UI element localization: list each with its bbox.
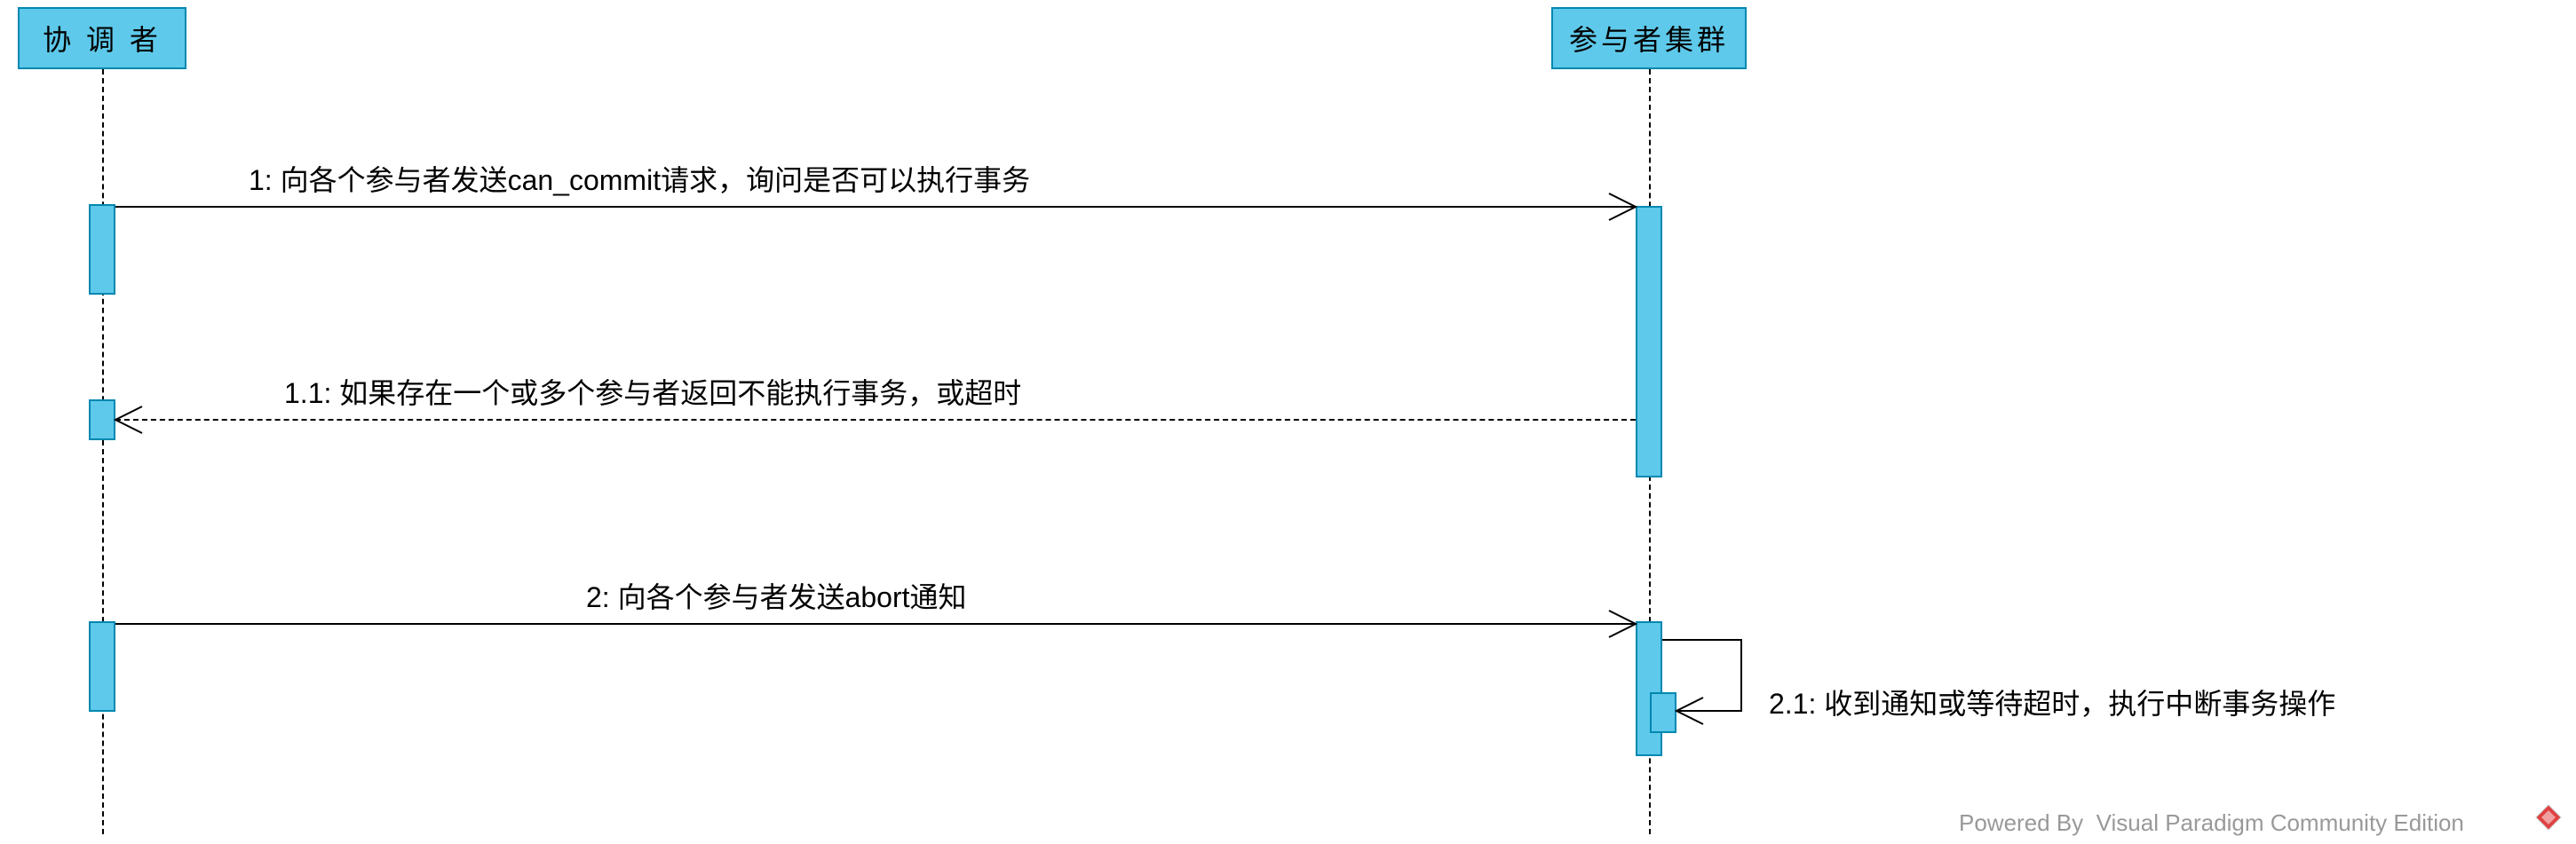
arrowhead bbox=[115, 420, 116, 421]
activation-coord_a2 bbox=[89, 399, 115, 440]
selfloop-vert bbox=[1740, 639, 1742, 710]
activation-coord_a3 bbox=[89, 621, 115, 712]
message-label-m2: 2: 向各个参与者发送abort通知 bbox=[586, 575, 967, 616]
participant-coordinator: 协 调 者 bbox=[18, 7, 186, 69]
message-line-m1 bbox=[115, 206, 1636, 208]
participant-cluster: 参与者集群 bbox=[1551, 7, 1747, 69]
selfloop-top bbox=[1662, 639, 1740, 641]
arrowhead bbox=[1636, 207, 1637, 208]
message-line-m2 bbox=[115, 623, 1636, 625]
footer-text: Powered By Visual Paradigm Community Edi… bbox=[1959, 809, 2464, 837]
message-line-m1_1 bbox=[115, 419, 1636, 421]
selfloop-bottom bbox=[1676, 710, 1742, 712]
message-label-m1: 1: 向各个参与者发送can_commit请求，询问是否可以执行事务 bbox=[249, 158, 1030, 199]
activation-cluster_a2 bbox=[1636, 621, 1662, 756]
activation-cluster_a1 bbox=[1636, 206, 1662, 477]
arrowhead bbox=[1636, 624, 1637, 625]
activation-cluster_a2_inner bbox=[1650, 692, 1676, 733]
sequence-diagram: 协 调 者 参与者集群 1: 向各个参与者发送can_commit请求，询问是否可以… bbox=[0, 0, 2576, 844]
lifeline-coordinator bbox=[102, 69, 104, 834]
message-label-m1_1: 1.1: 如果存在一个或多个参与者返回不能执行事务，或超时 bbox=[284, 371, 1021, 412]
arrowhead bbox=[1676, 711, 1677, 712]
activation-coord_a1 bbox=[89, 204, 115, 295]
vp-logo-icon bbox=[2535, 804, 2562, 831]
message-label-m2_1: 2.1: 收到通知或等待超时，执行中断事务操作 bbox=[1769, 682, 2335, 722]
